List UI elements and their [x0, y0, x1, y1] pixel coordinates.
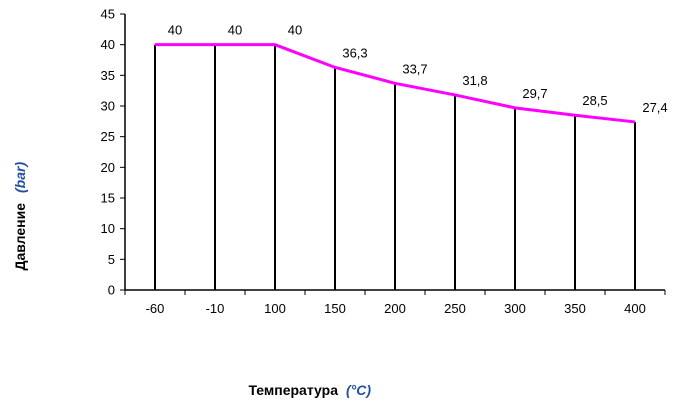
- data-label: 31,8: [462, 73, 487, 88]
- x-axis-title: Температура: [248, 382, 338, 398]
- y-tick-label: 35: [101, 68, 115, 83]
- axes: [124, 14, 665, 291]
- x-tick-label: 250: [444, 301, 466, 316]
- y-tick-label: 25: [101, 129, 115, 144]
- y-tick-label: 10: [101, 221, 115, 236]
- drop-lines: [154, 44, 636, 290]
- x-tick-label: 300: [504, 301, 526, 316]
- data-label: 29,7: [522, 86, 547, 101]
- x-tick-label: -10: [206, 301, 225, 316]
- x-tick-label: 150: [324, 301, 346, 316]
- data-label: 28,5: [582, 93, 607, 108]
- data-label: 27,4: [642, 100, 667, 115]
- data-label: 33,7: [402, 61, 427, 76]
- y-tick-label: 0: [108, 283, 115, 298]
- y-tick-label: 45: [101, 7, 115, 22]
- x-tick-label: -60: [146, 301, 165, 316]
- x-ticks: -60 -10 100 150 200 250 300 350 400: [124, 290, 666, 316]
- y-tick-label: 30: [101, 99, 115, 114]
- series-line: [155, 43, 636, 124]
- y-axis-title: Давление: [12, 203, 28, 271]
- data-label: 40: [168, 23, 182, 38]
- y-tick-label: 20: [101, 160, 115, 175]
- x-tick-label: 400: [624, 301, 646, 316]
- y-tick-label: 40: [101, 37, 115, 52]
- x-tick-label: 350: [564, 301, 586, 316]
- data-label: 40: [228, 23, 242, 38]
- data-label: 36,3: [342, 45, 367, 60]
- data-label: 40: [288, 23, 302, 38]
- y-axis-unit: (bar): [12, 162, 28, 193]
- data-labels: 40 40 40 36,3 33,7 31,8 29,7 28,5 27,4: [168, 23, 668, 115]
- x-tick-label: 100: [264, 301, 286, 316]
- x-axis-unit: (°C): [346, 382, 371, 398]
- y-tick-label: 15: [101, 191, 115, 206]
- y-tick-label: 5: [108, 252, 115, 267]
- y-ticks: 0 5 10 15 20 25 30 35 40 45: [101, 7, 125, 298]
- y-axis-title-group: Давление (bar): [12, 162, 28, 271]
- x-tick-label: 200: [384, 301, 406, 316]
